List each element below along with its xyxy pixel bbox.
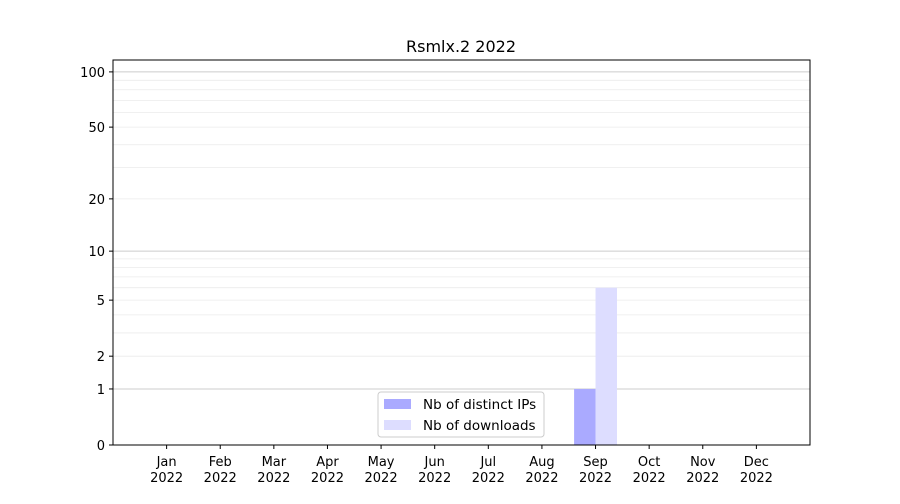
bar-downloads-sep: [595, 287, 617, 445]
x-tick-label-month: Dec: [744, 455, 769, 470]
y-tick-label: 20: [88, 193, 105, 208]
x-tick-label-year: 2022: [472, 471, 505, 486]
chart-title: Rsmlx.2 2022: [406, 37, 516, 56]
y-tick-label: 0: [97, 439, 105, 454]
x-tick-label-year: 2022: [686, 471, 719, 486]
x-tick-label-year: 2022: [204, 471, 237, 486]
y-axis: 0 1 2 5 10 20 50 100: [80, 66, 113, 454]
x-tick-label-year: 2022: [525, 471, 558, 486]
bar-distinct-ips-sep: [574, 388, 596, 445]
legend-label-downloads: Nb of downloads: [423, 418, 536, 434]
legend-box: [377, 391, 545, 438]
bars: [574, 287, 617, 445]
x-tick-label-year: 2022: [579, 471, 612, 486]
y-tick-label: 100: [80, 66, 105, 81]
x-tick-label-year: 2022: [740, 471, 773, 486]
x-tick-label-month: Jun: [424, 455, 445, 470]
x-tick-label-month: Feb: [209, 455, 232, 470]
y-tick-label: 5: [97, 294, 105, 309]
x-tick-label-year: 2022: [418, 471, 451, 486]
x-tick-label-month: Oct: [638, 455, 660, 470]
plot-frame: [112, 59, 811, 446]
x-tick-label-year: 2022: [150, 471, 183, 486]
x-tick-label-month: May: [368, 455, 395, 470]
y-tick-label: 50: [88, 121, 105, 136]
x-tick-label-month: Aug: [529, 455, 554, 470]
x-tick-label-month: Apr: [316, 455, 339, 470]
x-tick-label-month: Jul: [479, 455, 496, 470]
x-tick-label-year: 2022: [311, 471, 344, 486]
y-tick-label: 2: [97, 350, 105, 365]
x-tick-label-month: Jan: [156, 455, 177, 470]
legend-label-ips: Nb of distinct IPs: [423, 397, 536, 413]
legend: Nb of distinct IPs Nb of downloads: [377, 391, 545, 438]
x-tick-label-year: 2022: [365, 471, 398, 486]
x-tick-label-year: 2022: [257, 471, 290, 486]
legend-swatch-ips: [384, 399, 411, 409]
x-tick-label-year: 2022: [633, 471, 666, 486]
legend-swatch-downloads: [384, 420, 411, 430]
y-tick-label: 1: [97, 383, 105, 398]
x-tick-label-month: Nov: [690, 455, 716, 470]
x-tick-label-month: Sep: [583, 455, 608, 470]
grid: [113, 71, 810, 390]
x-axis: Jan2022Feb2022Mar2022Apr2022May2022Jun20…: [150, 445, 773, 486]
x-tick-label-month: Mar: [262, 455, 287, 470]
y-tick-label: 10: [88, 245, 105, 260]
